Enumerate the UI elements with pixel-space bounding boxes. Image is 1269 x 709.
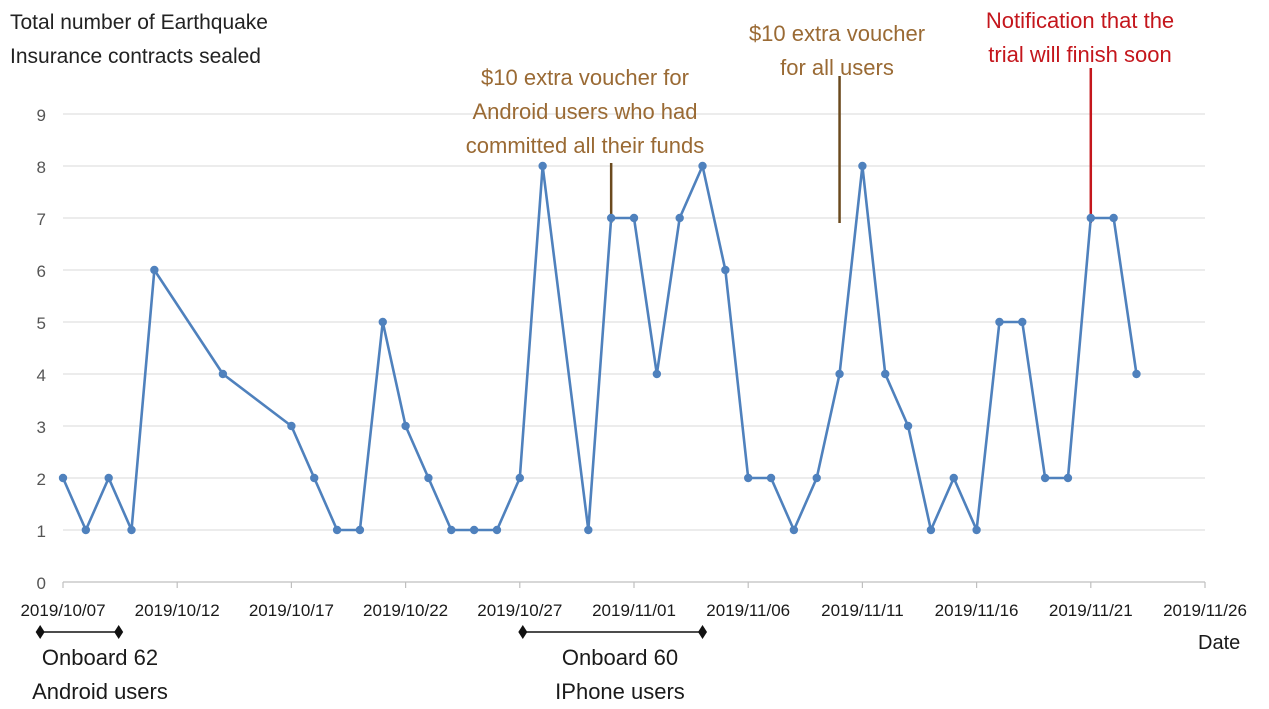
annotation-line-1: $10 extra voucher for (481, 65, 689, 90)
x-tick-label-2019/11/01: 2019/11/01 (592, 601, 676, 620)
data-point-2019/10/09 (104, 473, 113, 483)
series-line-path (61, 164, 1138, 532)
y-tick-labels: 0 1 2 3 4 5 6 7 8 9 (37, 106, 46, 593)
range-markers (35, 625, 708, 639)
y-tick-label-3: 3 (37, 418, 46, 437)
annotation-line-2: trial will finish soon (988, 42, 1172, 67)
data-point-2019/10/08 (81, 525, 91, 535)
grid-lines (63, 113, 1205, 531)
onboard-iphone-label: Onboard 60 IPhone users (520, 641, 720, 709)
data-point-2019/10/25 (469, 525, 479, 535)
x-tick-label-2019/11/16: 2019/11/16 (935, 601, 1019, 620)
data-point-2019/11/23 (1132, 369, 1141, 379)
data-point-2019/10/26 (492, 525, 502, 535)
data-point-2019/10/18 (310, 473, 319, 483)
data-point-2019/11/16 (972, 525, 981, 535)
y-tick-label-6: 6 (37, 262, 46, 281)
y-tick-label-8: 8 (37, 158, 46, 177)
data-point-2019/11/03 (675, 213, 684, 223)
data-point-2019/11/11 (858, 161, 867, 171)
y-tick-label-5: 5 (37, 314, 46, 333)
data-point-2019/10/23 (424, 473, 433, 483)
y-tick-label-0: 0 (37, 574, 46, 593)
data-point-2019/11/04 (698, 161, 707, 171)
data-point-2019/11/10 (835, 369, 844, 379)
x-tick-label-2019/11/26: 2019/11/26 (1163, 601, 1247, 620)
data-point-2019/10/22 (401, 421, 410, 431)
data-point-2019/11/21 (1086, 213, 1096, 223)
data-point-2019/10/11 (150, 265, 159, 275)
range-end-marker-1-1 (35, 625, 45, 639)
data-point-2019/11/08 (789, 525, 799, 535)
annotation-line-3: committed all their funds (465, 133, 705, 158)
y-axis-title: Total number of Earthquake Insurance con… (10, 11, 268, 68)
data-point-2019/11/17 (995, 317, 1004, 327)
annotation-line-1: $10 extra voucher (748, 21, 926, 46)
data-point-2019/11/02 (652, 369, 662, 379)
data-point-2019/11/06 (744, 473, 753, 483)
data-point-2019/11/18 (1018, 317, 1027, 327)
annotation-line-1: Notification that the (985, 8, 1175, 33)
x-tick-label-2019/10/27: 2019/10/27 (477, 601, 562, 620)
data-point-2019/11/09 (812, 473, 821, 483)
onboard-line-1: Onboard 60 (561, 645, 679, 670)
data-point-2019/11/20 (1063, 473, 1073, 483)
data-point-2019/10/24 (447, 525, 456, 535)
annotation-line-2: for all users (780, 55, 894, 80)
data-point-2019/11/22 (1109, 213, 1118, 223)
annotation-lines (609, 68, 1093, 223)
annotation-line-2: Android users who had (472, 99, 698, 124)
x-tick-label-2019/11/21: 2019/11/21 (1049, 601, 1133, 620)
data-point-2019/10/10 (127, 525, 136, 535)
x-tick-label-2019/11/11: 2019/11/11 (821, 601, 904, 620)
data-point-2019/11/07 (766, 473, 776, 483)
range-end-marker-1-2 (114, 625, 124, 639)
onboard-line-2: Android users (32, 679, 168, 704)
data-point-2019/11/13 (903, 421, 913, 431)
data-point-2019/10/14 (218, 369, 228, 379)
data-point-2019/11/14 (926, 525, 936, 535)
data-point-2019/10/17 (287, 421, 296, 431)
x-tick-label-2019/10/17: 2019/10/17 (249, 601, 334, 620)
data-point-2019/10/28 (538, 161, 547, 171)
x-tick-label-2019/10/07: 2019/10/07 (20, 601, 105, 620)
data-point-2019/11/19 (1040, 473, 1050, 483)
data-point-2019/10/20 (355, 525, 365, 535)
onboard-line-2: IPhone users (555, 679, 685, 704)
data-point-2019/10/30 (584, 525, 593, 535)
y-tick-label-4: 4 (37, 366, 46, 385)
data-point-2019/11/05 (721, 265, 730, 275)
y-tick-label-2: 2 (37, 470, 46, 489)
data-point-2019/10/19 (332, 525, 342, 535)
y-tick-label-9: 9 (37, 106, 46, 125)
series-line (58, 161, 1141, 535)
data-point-2019/10/31 (606, 213, 616, 223)
onboard-line-1: Onboard 62 (41, 645, 159, 670)
annotation-all-users-voucher: $10 extra voucher for all users (712, 17, 962, 85)
x-tick-label-2019/11/06: 2019/11/06 (706, 601, 790, 620)
data-point-2019/11/01 (629, 213, 639, 223)
data-point-2019/11/15 (949, 473, 958, 483)
data-point-2019/10/27 (515, 473, 524, 483)
y-tick-label-1: 1 (37, 522, 46, 541)
data-point-2019/10/21 (378, 317, 387, 327)
onboard-android-label: Onboard 62 Android users (0, 641, 200, 709)
range-end-marker-2-2 (698, 625, 708, 639)
range-end-marker-2-1 (518, 625, 528, 639)
x-axis-title: Date (1198, 632, 1241, 654)
data-point-2019/10/07 (58, 473, 68, 483)
x-tick-labels: 2019/10/07 2019/10/12 2019/10/17 2019/10/22… (20, 601, 1246, 620)
y-tick-label-7: 7 (37, 210, 46, 229)
x-axis (62, 581, 1206, 588)
x-tick-label-2019/10/22: 2019/10/22 (363, 601, 448, 620)
annotation-trial-finish: Notification that the trial will finish … (945, 4, 1215, 72)
x-tick-label-2019/10/12: 2019/10/12 (135, 601, 220, 620)
data-point-2019/11/12 (881, 369, 890, 379)
annotation-android-voucher: $10 extra voucher for Android users who … (420, 61, 750, 163)
